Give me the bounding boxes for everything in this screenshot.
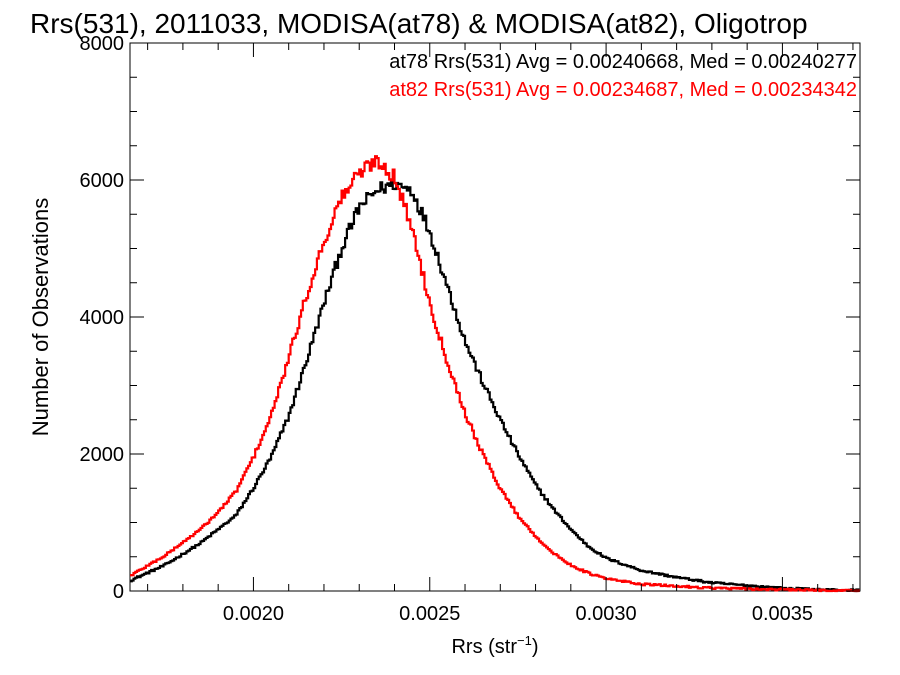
x-tick-label: 0.0020 [223, 603, 284, 625]
y-tick-label: 0 [113, 581, 124, 603]
histogram-series-at78 [130, 178, 860, 593]
histogram-series-at82 [130, 155, 860, 593]
legend-entry-at82: at82 Rrs(531) Avg = 0.00234687, Med = 0.… [389, 79, 857, 101]
y-axis-label: Number of Observations [28, 198, 53, 436]
x-tick-label: 0.0025 [399, 603, 460, 625]
y-tick-label: 6000 [80, 170, 125, 192]
y-tick-label: 2000 [80, 444, 125, 466]
x-axis-label: Rrs (str−1) [451, 633, 538, 658]
x-tick-label: 0.0035 [752, 603, 813, 625]
series-layer [130, 155, 860, 593]
chart-title: Rrs(531), 2011033, MODISA(at78) & MODISA… [30, 8, 808, 39]
y-tick-label: 8000 [80, 33, 125, 55]
y-tick-label: 4000 [80, 307, 125, 329]
x-tick-label: 0.0030 [576, 603, 637, 625]
legend-entry-at78: at78 Rrs(531) Avg = 0.00240668, Med = 0.… [389, 51, 857, 73]
axis-layer: 0.0020 0.0025 0.0030 0.0035 0 2000 4000 6000 800… [80, 33, 860, 625]
